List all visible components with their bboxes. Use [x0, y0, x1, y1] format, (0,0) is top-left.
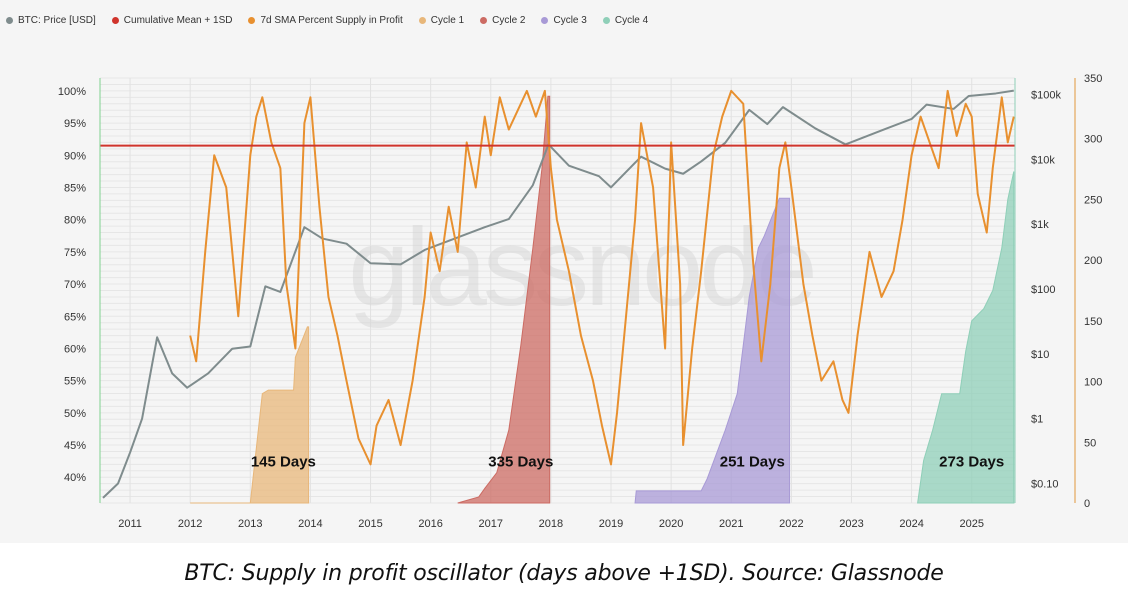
left-tick-label: 70%: [64, 279, 86, 291]
cycle-days-label: 335 Days: [488, 454, 553, 471]
left-tick-label: 80%: [64, 215, 86, 227]
legend-item[interactable]: Cycle 1: [418, 14, 465, 26]
left-tick-label: 75%: [64, 247, 86, 259]
cycle-days-label: 251 Days: [720, 454, 785, 471]
left-tick-label: 85%: [64, 182, 86, 194]
days-tick-label: 250: [1084, 194, 1102, 206]
days-tick-label: 100: [1084, 377, 1102, 389]
price-tick-label: $100k: [1031, 90, 1061, 102]
legend-dot-icon: [248, 16, 256, 24]
days-tick-label: 200: [1084, 255, 1102, 267]
price-tick-label: $0.10: [1031, 478, 1059, 490]
legend-item[interactable]: Cumulative Mean + 1SD: [111, 14, 233, 26]
days-tick-label: 150: [1084, 316, 1102, 328]
legend-item[interactable]: Cycle 4: [602, 14, 649, 26]
legend-item[interactable]: 7d SMA Percent Supply in Profit: [248, 14, 403, 26]
cycle-area: [190, 326, 310, 504]
price-tick-label: $10: [1031, 349, 1049, 361]
x-tick-label: 2012: [178, 518, 202, 530]
x-tick-label: 2011: [118, 518, 142, 530]
x-tick-label: 2014: [298, 518, 322, 530]
cycle-area: [917, 171, 1015, 504]
x-tick-label: 2018: [539, 518, 563, 530]
legend-label: 7d SMA Percent Supply in Profit: [260, 14, 403, 26]
cycle-days-label: 145 Days: [251, 454, 316, 471]
price-tick-label: $10k: [1031, 154, 1055, 166]
x-tick-label: 2019: [599, 518, 623, 530]
left-tick-label: 55%: [64, 376, 86, 388]
price-tick-label: $1k: [1031, 219, 1049, 231]
legend-dot-icon: [111, 16, 119, 24]
left-tick-label: 40%: [64, 472, 86, 484]
legend-item[interactable]: BTC: Price [USD]: [6, 15, 96, 26]
legend-label: Cycle 1: [430, 14, 465, 26]
days-tick-label: 300: [1084, 134, 1102, 146]
x-tick-label: 2022: [779, 518, 803, 530]
x-tick-label: 2023: [839, 518, 863, 530]
left-tick-label: 45%: [64, 440, 86, 452]
price-tick-label: $100: [1031, 284, 1055, 296]
x-tick-label: 2021: [719, 518, 743, 530]
x-tick-label: 2015: [358, 518, 382, 530]
legend-dot-icon: [418, 16, 426, 24]
x-tick-label: 2016: [418, 518, 442, 530]
days-tick-label: 350: [1084, 73, 1102, 85]
cycle-days-label: 273 Days: [939, 454, 1004, 471]
legend-label: Cycle 3: [553, 14, 587, 26]
legend-label: Cycle 2: [492, 14, 526, 26]
legend-dot-icon: [480, 16, 488, 24]
left-tick-label: 60%: [64, 343, 86, 355]
legend-item[interactable]: Cycle 2: [480, 15, 525, 26]
left-tick-label: 100%: [58, 86, 86, 98]
left-tick-label: 90%: [64, 150, 86, 162]
left-tick-label: 50%: [64, 408, 86, 420]
legend-item[interactable]: Cycle 3: [541, 14, 587, 26]
price-tick-label: $1: [1031, 414, 1043, 426]
x-tick-label: 2013: [238, 518, 262, 530]
chart-panel: glassnode 40% 45% 50% 55% 60% 65% 70% 75% 80% 85% 9…: [6, 12, 1103, 530]
chart-svg: glassnode 40% 45% 50% 55% 60% 65% 70% 75% 80% 85% 9…: [58, 73, 1103, 530]
legend-dot-icon: [602, 16, 610, 24]
legend-dot-icon: [6, 16, 13, 24]
supply-line: [189, 89, 1015, 466]
legend-label: Cycle 4: [614, 14, 649, 26]
chart-legend: BTC: Price [USD] Cumulative Mean + 1SD 7d …: [6, 12, 648, 28]
price-line: [102, 89, 1014, 499]
days-tick-label: 50: [1084, 437, 1096, 449]
x-tick-label: 2024: [899, 518, 923, 530]
legend-dot-icon: [541, 16, 549, 24]
legend-label: BTC: Price [USD]: [18, 14, 96, 26]
figure-caption: BTC: Supply in profit oscillator (days a…: [184, 561, 944, 586]
x-tick-label: 2017: [479, 518, 503, 530]
days-tick-label: 0: [1084, 498, 1090, 510]
watermark-text: glassnode: [348, 206, 814, 329]
left-tick-label: 95%: [64, 118, 86, 130]
x-tick-label: 2025: [959, 518, 983, 530]
left-tick-label: 65%: [64, 311, 86, 323]
legend-label: Cumulative Mean + 1SD: [123, 14, 233, 26]
x-tick-label: 2020: [659, 518, 683, 530]
